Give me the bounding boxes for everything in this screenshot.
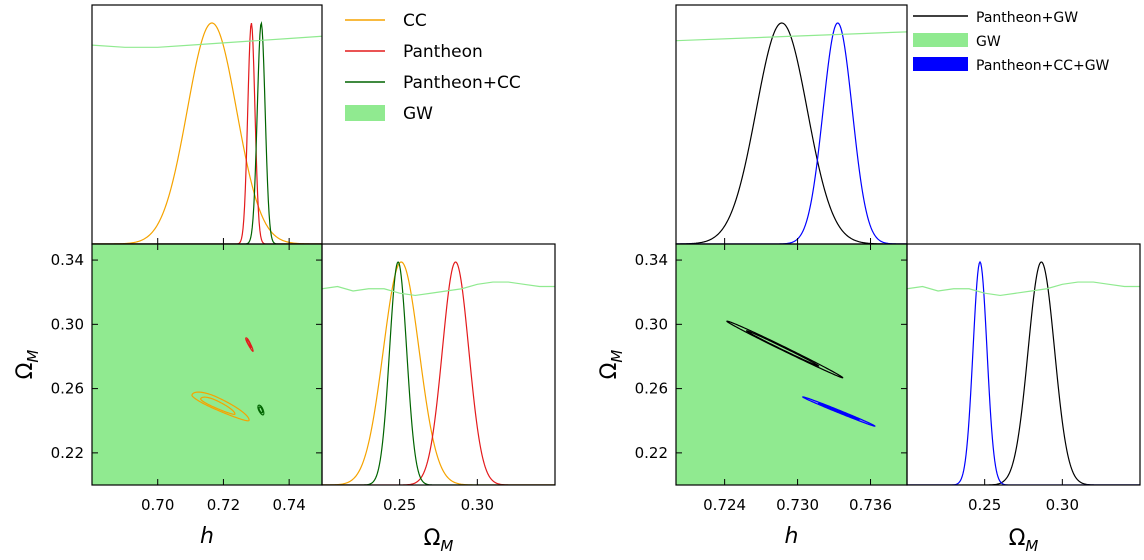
omega-tick-label: 0.26 <box>635 380 668 398</box>
omega-marginal-pantheon-cc-gw <box>907 260 1140 485</box>
omega-tick-label: 0.30 <box>51 315 84 333</box>
contour-pantheon-cc-68 <box>258 406 264 414</box>
omega-axis-label: ΩM <box>1009 526 1039 555</box>
contour-pantheon-gw-95 <box>726 320 844 379</box>
contour-cc-95 <box>191 391 250 422</box>
h-tick-label: 0.736 <box>849 496 892 514</box>
omega-tick-label: 0.22 <box>635 444 668 462</box>
legend: CC Pantheon Pantheon+CC GW <box>345 11 521 124</box>
left-corner-plot: 0.70 0.72 0.74 0.22 0.26 0.30 0.34 0.25 0.30 h ΩM Ω… <box>13 4 556 555</box>
h-tick-label: 0.724 <box>703 496 746 514</box>
legend-label-pantheon-cc-gw: Pantheon+CC+GW <box>976 58 1110 74</box>
omega-marginal-frame <box>321 243 556 486</box>
omega-marginal-tick-label: 0.25 <box>968 496 1001 514</box>
contour-pantheon-cc-95 <box>257 404 265 416</box>
legend: Pantheon+GW GW Pantheon+CC+GW <box>913 10 1110 74</box>
h-omega-contour-plot <box>191 337 265 422</box>
contour-pantheon-gw-68 <box>745 330 820 367</box>
legend-label-gw: GW <box>976 34 1001 50</box>
omega-axis-label: ΩM <box>424 526 454 555</box>
omega-y-axis-label: ΩM <box>597 350 626 380</box>
legend-label-cc: CC <box>403 11 427 31</box>
h-marginal-plot <box>92 21 322 244</box>
h-marginal-pantheon <box>92 22 322 244</box>
h-marginal-pantheon-gw <box>676 22 907 244</box>
omega-tick-label: 0.22 <box>51 444 84 462</box>
omega-marginal-plot <box>322 261 555 485</box>
h-axis-label: h <box>200 524 214 549</box>
omega-marginal-gw <box>322 281 555 297</box>
h-tick-label: 0.74 <box>272 496 305 514</box>
legend-label-pantheon-gw: Pantheon+GW <box>976 10 1078 26</box>
omega-marginal-tick-label: 0.25 <box>383 496 416 514</box>
legend-label-gw: GW <box>403 104 433 124</box>
omega-tick-label: 0.34 <box>635 251 668 269</box>
contour-cc-68 <box>200 396 236 415</box>
omega-marginal-frame <box>906 243 1141 486</box>
h-omega-contour-plot <box>726 320 876 427</box>
h-tick-label: 0.72 <box>207 496 240 514</box>
legend-swatch-gw <box>913 33 968 47</box>
h-axis-label: h <box>785 524 799 549</box>
h-marginal-frame <box>675 4 908 245</box>
contour-pantheon-95 <box>245 337 254 352</box>
gw-background-fill <box>676 244 907 485</box>
omega-marginal-pantheon-cc <box>322 261 555 485</box>
omega-marginal-pantheon-gw <box>907 261 1140 485</box>
omega-marginal-tick-label: 0.30 <box>1046 496 1079 514</box>
h-tick-label: 0.70 <box>141 496 174 514</box>
omega-tick-label: 0.26 <box>51 380 84 398</box>
h-marginal-pantheon-cc-gw <box>676 22 907 244</box>
omega-y-axis-label: ΩM <box>13 350 42 380</box>
legend-swatch-gw <box>345 105 385 121</box>
h-marginal-frame <box>91 4 323 245</box>
h-marginal-cc <box>92 22 322 244</box>
gw-background-fill <box>92 244 322 485</box>
omega-marginal-pantheon <box>322 261 555 485</box>
omega-marginal-plot <box>907 260 1140 485</box>
omega-marginal-gw <box>907 281 1140 297</box>
h-marginal-plot <box>676 22 907 244</box>
h-tick-label: 0.730 <box>776 496 819 514</box>
omega-tick-label: 0.34 <box>51 251 84 269</box>
omega-marginal-tick-label: 0.30 <box>461 496 494 514</box>
h-marginal-pantheon-cc <box>92 21 322 244</box>
h-marginal-gw <box>92 35 322 48</box>
omega-marginal-cc <box>322 261 555 485</box>
legend-label-pantheon: Pantheon <box>403 42 483 62</box>
legend-swatch-pantheon-cc-gw <box>913 57 968 71</box>
right-corner-plot: 0.724 0.730 0.736 0.22 0.26 0.30 0.34 0.25 0.30 h… <box>597 4 1141 555</box>
contour-pantheon-cc-gw-68 <box>817 402 860 421</box>
contour-pantheon-68 <box>246 339 252 349</box>
h-marginal-gw <box>676 31 907 42</box>
legend-label-pantheon-cc: Pantheon+CC <box>403 73 521 93</box>
omega-tick-label: 0.30 <box>635 315 668 333</box>
